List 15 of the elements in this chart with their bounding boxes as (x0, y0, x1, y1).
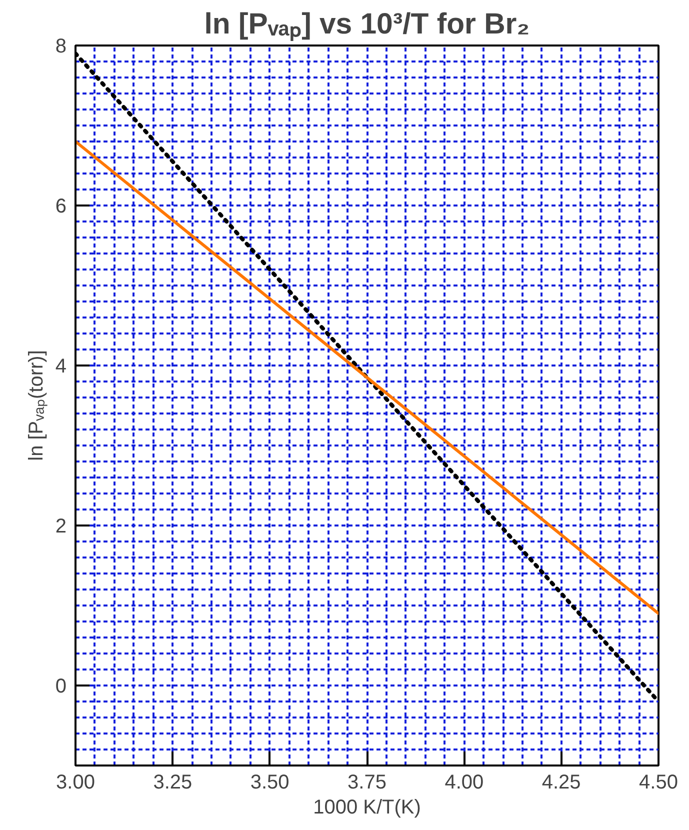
x-tick-label: 3.00 (56, 772, 95, 794)
x-tick-label: 3.25 (153, 772, 192, 794)
y-tick-label: 6 (55, 196, 66, 218)
x-tick-label: 3.75 (348, 772, 386, 794)
x-tick-label: 3.50 (250, 772, 290, 794)
x-tick-label: 4.50 (639, 772, 678, 794)
x-axis-title: 1000 K/T(K) (313, 796, 421, 818)
y-tick-label: 4 (55, 356, 66, 378)
x-tick-label: 4.00 (444, 772, 484, 794)
chart-title: ln [Pᵥₐₚ] vs 10³/T for Br₂ (204, 8, 530, 42)
y-tick-label: 8 (55, 36, 66, 58)
y-tick-label: 0 (55, 676, 66, 698)
x-tick-label: 4.25 (542, 772, 581, 794)
y-axis-title: ln [Pᵥₐₚ(torr)] (25, 350, 48, 461)
y-tick-label: 2 (55, 516, 66, 538)
